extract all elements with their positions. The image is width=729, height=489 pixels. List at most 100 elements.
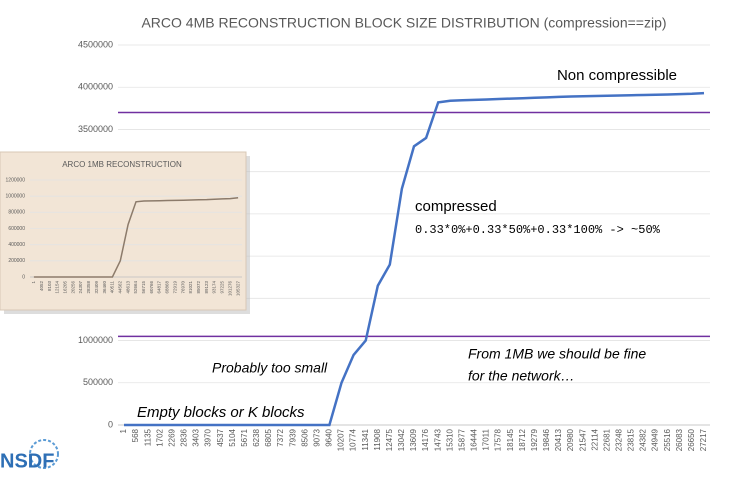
- x-tick-label: 11341: [361, 428, 370, 450]
- logo: NSDF: [0, 439, 59, 472]
- annotation: for the network…: [468, 368, 575, 384]
- x-tick-label: 13609: [409, 428, 418, 451]
- x-tick-label: 60766: [149, 281, 154, 294]
- x-tick-label: 36460: [102, 281, 107, 294]
- x-tick-label: 17011: [482, 428, 491, 450]
- x-tick-label: 9640: [325, 428, 334, 446]
- x-tick-label: 24307: [78, 281, 83, 294]
- x-tick-label: 21547: [578, 428, 587, 451]
- x-tick-label: 93174: [212, 281, 217, 294]
- x-tick-label: 52664: [133, 281, 138, 294]
- y-tick-label: 0: [22, 274, 25, 280]
- x-tick-label: 22114: [590, 428, 599, 450]
- x-tick-label: 19846: [542, 428, 551, 451]
- x-tick-label: 72919: [172, 281, 177, 294]
- x-tick-label: 101276: [227, 281, 232, 297]
- y-tick-label: 400000: [8, 242, 25, 248]
- x-tick-label: 1135: [143, 428, 152, 446]
- x-tick-label: 5671: [240, 428, 249, 446]
- inset-chart: 0 200000 400000 600000 800000 1000000 1200000 1…: [6, 177, 242, 296]
- x-tick-label: 56715: [141, 281, 146, 294]
- x-tick-label: 5104: [228, 428, 237, 446]
- x-tick-label: 3403: [192, 428, 201, 446]
- x-tick-label: 12154: [55, 281, 60, 294]
- x-tick-label: 25516: [663, 428, 672, 451]
- x-tick-label: 28358: [86, 281, 91, 294]
- x-tick-label: 4537: [216, 428, 225, 446]
- x-tick-label: 14176: [421, 428, 430, 451]
- x-tick-label: 64817: [157, 281, 162, 294]
- x-tick-label: 15310: [445, 428, 454, 451]
- x-tick-label: 26083: [675, 428, 684, 451]
- x-tick-label: 11908: [373, 428, 382, 450]
- x-tick-label: 76970: [180, 281, 185, 294]
- x-tick-label: 105327: [235, 281, 240, 297]
- x-tick-label: 12475: [385, 428, 394, 451]
- x-tick-label: 44562: [117, 281, 122, 294]
- x-tick-label: 22681: [602, 428, 611, 451]
- y-tick-label: 4500000: [78, 39, 113, 49]
- x-tick-label: 2269: [167, 428, 176, 446]
- x-tick-label: 16444: [470, 428, 479, 451]
- y-tick-label: 1200000: [6, 177, 26, 183]
- annotation: 0.33*0%+0.33*50%+0.33*100% -> ~50%: [415, 223, 661, 237]
- x-tick-label: 1702: [155, 428, 164, 446]
- annotation: Non compressible: [557, 67, 677, 84]
- y-tick-label: 3500000: [78, 124, 113, 134]
- chart-title: ARCO 4MB RECONSTRUCTION BLOCK SIZE DISTR…: [141, 15, 666, 31]
- x-tick-label: 97225: [220, 281, 225, 294]
- x-tick-label: 48613: [125, 281, 130, 294]
- x-tick-label: 20413: [554, 428, 563, 451]
- x-tick-label: 19279: [530, 428, 539, 451]
- y-tick-label: 200000: [8, 258, 25, 264]
- annotation: Probably too small: [212, 360, 328, 376]
- x-tick-label: 20980: [566, 428, 575, 451]
- x-tick-label: 7939: [288, 428, 297, 446]
- x-tick-label: 8103: [47, 281, 52, 292]
- x-tick-label: 18145: [506, 428, 515, 451]
- y-tick-label: 600000: [8, 226, 25, 232]
- x-tick-label: 16205: [63, 281, 68, 294]
- x-tick-label: 568: [131, 428, 140, 442]
- y-tick-label: 4000000: [78, 82, 113, 92]
- inset-panel: [0, 151, 247, 311]
- x-tick-label: 14743: [433, 428, 442, 451]
- x-tick-label: 3970: [204, 428, 213, 446]
- x-tick-label: 26650: [687, 428, 696, 451]
- data-line: [33, 197, 239, 278]
- x-tick-label: 13042: [397, 428, 406, 451]
- x-tick-label: 10774: [349, 428, 358, 451]
- y-tick-label: 500000: [83, 377, 113, 387]
- x-tick-label: 7372: [276, 428, 285, 446]
- x-tick-label: 18712: [518, 428, 527, 451]
- x-tick-label: 9073: [312, 428, 321, 446]
- annotation: compressed: [415, 198, 497, 215]
- data-line: [124, 91, 705, 427]
- x-tick-label: 81021: [188, 281, 193, 294]
- x-tick-label: 27217: [699, 428, 708, 451]
- annotation: Empty blocks or K blocks: [137, 404, 305, 421]
- x-tick-label: 23248: [614, 428, 623, 451]
- x-tick-label: 89123: [204, 281, 209, 294]
- annotation: From 1MB we should be fine: [468, 346, 646, 362]
- y-tick-label: 800000: [8, 210, 25, 216]
- x-tick-label: 68868: [165, 281, 170, 294]
- inset-title: ARCO 1MB RECONSTRUCTION: [62, 160, 182, 169]
- logo-mark: [29, 439, 59, 469]
- x-tick-label: 1: [119, 428, 128, 433]
- x-tick-label: 10207: [337, 428, 346, 451]
- x-tick-label: 1: [31, 281, 36, 284]
- x-tick-label: 20256: [70, 281, 75, 294]
- x-tick-label: 2836: [180, 428, 189, 446]
- x-tick-label: 6238: [252, 428, 261, 446]
- x-tick-label: 32409: [94, 281, 99, 294]
- y-tick-label: 1000000: [78, 335, 113, 345]
- x-tick-label: 23815: [627, 428, 636, 451]
- x-tick-label: 24382: [639, 428, 648, 451]
- y-tick-label: 1000000: [6, 193, 26, 199]
- x-tick-label: 24949: [651, 428, 660, 451]
- x-tick-label: 4052: [39, 281, 44, 292]
- logo-text: NSDF: [0, 450, 54, 472]
- y-tick-label: 0: [108, 419, 113, 429]
